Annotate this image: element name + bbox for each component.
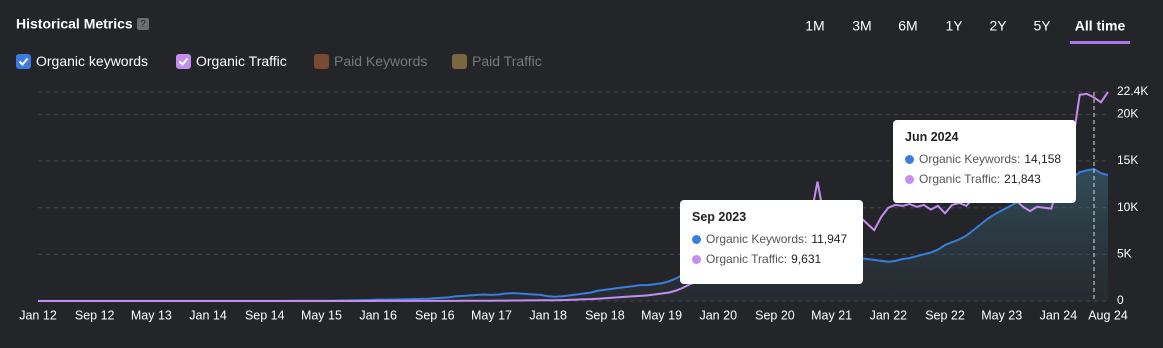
tooltip-value: 11,947 xyxy=(811,232,848,246)
x-tick-label: May 13 xyxy=(131,308,172,322)
check-mark xyxy=(178,57,189,66)
range-button[interactable]: 1M xyxy=(805,18,824,34)
tooltip-dot xyxy=(905,154,914,164)
y-tick-label: 10K xyxy=(1117,200,1138,214)
tooltip-row: Organic Keywords: 11,947 xyxy=(692,232,851,246)
range-button[interactable]: All time xyxy=(1075,18,1126,34)
x-tick-label: May 15 xyxy=(301,308,342,322)
tooltip-title: Sep 2023 xyxy=(692,210,747,224)
y-tick-label: 5K xyxy=(1117,247,1132,261)
title: Historical Metrics xyxy=(16,16,133,32)
help-icon[interactable] xyxy=(137,18,149,30)
tooltip-name: Organic Traffic: xyxy=(919,172,1001,186)
x-tick-label: Sep 12 xyxy=(75,308,115,322)
tooltip-name: Organic Traffic: xyxy=(706,252,788,266)
x-tick-label: Sep 16 xyxy=(415,308,455,322)
tooltip: Sep 2023 Organic Keywords: 11,947 Organic T… xyxy=(680,200,863,284)
range-button[interactable]: 6M xyxy=(898,18,917,34)
x-tick-label: Jan 20 xyxy=(699,308,737,322)
range-button[interactable]: 3M xyxy=(852,18,871,34)
x-tick-label: May 19 xyxy=(641,308,682,322)
x-tick-label: May 17 xyxy=(471,308,512,322)
tooltip-dot xyxy=(692,234,701,244)
y-tick-label: 22.4K xyxy=(1117,84,1148,98)
legend-label[interactable]: Organic keywords xyxy=(36,53,148,69)
line xyxy=(38,91,1109,302)
x-tick-label: Jan 24 xyxy=(1040,308,1078,322)
tooltip-row: Organic Traffic: 9,631 xyxy=(692,252,851,266)
y-tick-label: 0 xyxy=(1117,293,1124,307)
y-tick-label: 15K xyxy=(1117,153,1138,167)
range-button[interactable]: 2Y xyxy=(989,18,1007,34)
legend-checkbox[interactable] xyxy=(314,54,329,69)
x-tick-label: Jan 12 xyxy=(19,308,57,322)
tooltip-value: 14,158 xyxy=(1024,152,1062,166)
tooltip-name: Organic Keywords: xyxy=(706,232,808,246)
tooltip-title: Jun 2024 xyxy=(905,130,959,144)
legend-checkbox[interactable] xyxy=(16,54,31,69)
legend-checkbox[interactable] xyxy=(452,54,467,69)
x-tick-label: Jan 16 xyxy=(359,308,397,322)
range-underline xyxy=(1070,41,1130,44)
legend-label[interactable]: Paid Traffic xyxy=(472,53,542,69)
help-icon-text: ? xyxy=(140,19,146,30)
check-mark xyxy=(18,57,29,66)
x-tick-label: May 21 xyxy=(811,308,852,322)
tooltip-dot xyxy=(905,174,914,184)
x-tick-label: Sep 22 xyxy=(925,308,965,322)
range-button[interactable]: 5Y xyxy=(1033,18,1051,34)
legend-label[interactable]: Paid Keywords xyxy=(334,53,427,69)
y-tick-label: 20K xyxy=(1117,107,1138,121)
x-tick-label: Sep 20 xyxy=(755,308,795,322)
x-tick-label: Aug 24 xyxy=(1088,308,1128,322)
x-tick-label: Jan 18 xyxy=(529,308,567,322)
x-tick-label: Jan 22 xyxy=(870,308,908,322)
x-tick-label: Sep 14 xyxy=(245,308,285,322)
tooltip-dot xyxy=(692,254,701,264)
x-tick-label: May 23 xyxy=(981,308,1022,322)
x-tick-label: Jan 14 xyxy=(189,308,227,322)
legend-label[interactable]: Organic Traffic xyxy=(196,53,287,69)
tooltip: Jun 2024 Organic Keywords: 14,158 Organic T… xyxy=(893,120,1076,203)
tooltip-row: Organic Traffic: 21,843 xyxy=(905,172,1064,186)
legend-checkbox[interactable] xyxy=(176,54,191,69)
tooltip-name: Organic Keywords: xyxy=(919,152,1021,166)
x-tick-label: Sep 18 xyxy=(585,308,625,322)
range-button[interactable]: 1Y xyxy=(945,18,963,34)
tooltip-value: 21,843 xyxy=(1004,172,1041,186)
tooltip-value: 9,631 xyxy=(791,252,822,266)
tooltip-row: Organic Keywords: 14,158 xyxy=(905,152,1064,166)
